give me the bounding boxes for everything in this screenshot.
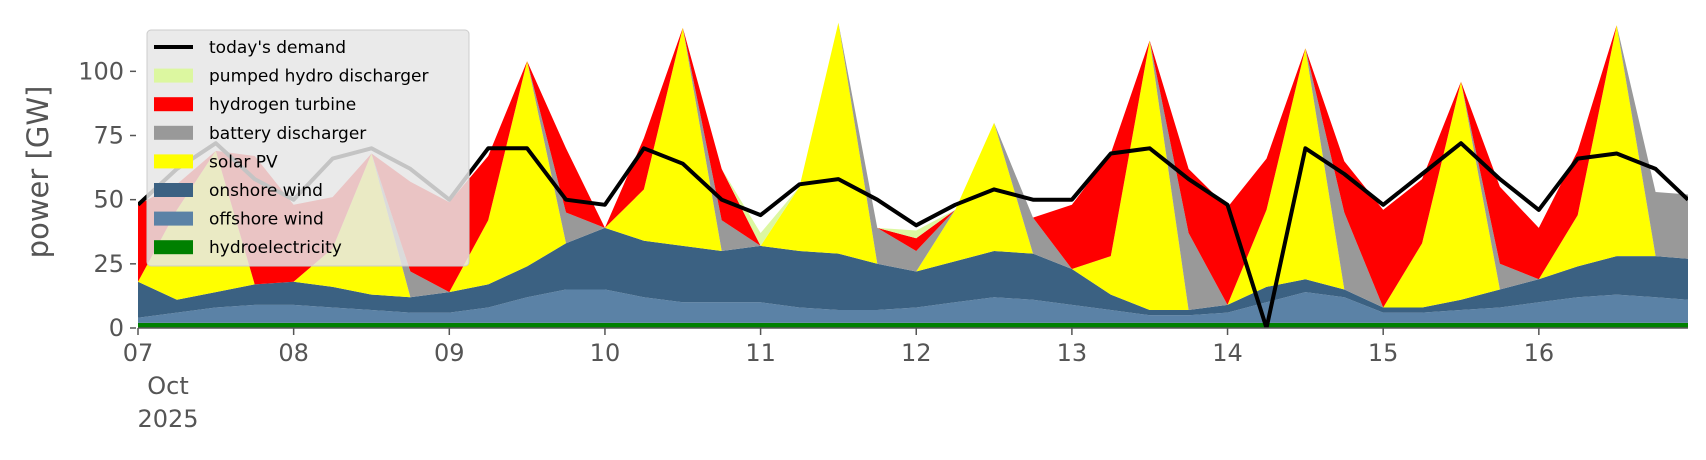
- x-tick-label: 07: [123, 339, 154, 367]
- legend-swatch-onshore-wind: [154, 183, 193, 197]
- y-axis-title: power [GW]: [21, 86, 55, 259]
- legend-swatch-solar-pv: [154, 154, 193, 169]
- legend-label-offshore-wind: offshore wind: [209, 210, 324, 230]
- area-battery-discharger: [138, 22, 1688, 310]
- legend-swatch-offshore-wind: [154, 211, 193, 226]
- area-onshore-wind: [138, 227, 1688, 318]
- y-tick-label: 0: [109, 314, 124, 342]
- x-tick-label: 12: [901, 339, 932, 367]
- y-tick-label: 50: [93, 186, 124, 214]
- legend-swatch-hydrogen-turbine: [154, 97, 193, 112]
- x-tick-label: 10: [590, 339, 621, 367]
- y-tick-label: 75: [93, 122, 124, 150]
- stacked-areas: [138, 22, 1688, 328]
- x-tick-label: 08: [278, 339, 309, 367]
- legend-label-hydrogen-turbine: hydrogen turbine: [209, 95, 356, 115]
- legend-label-battery-discharger: battery discharger: [209, 124, 366, 144]
- area-hydrogen-turbine: [138, 22, 1688, 308]
- area-offshore-wind: [138, 289, 1688, 323]
- legend-box: [146, 29, 470, 267]
- legend-label-today-s-demand: today's demand: [209, 38, 346, 58]
- y-tick-label: 25: [93, 250, 124, 278]
- x-tick-label: 16: [1524, 339, 1555, 367]
- x-tick-label: 13: [1057, 339, 1088, 367]
- legend: today's demand pumped hydro discharger hyd…: [146, 29, 470, 267]
- legend-swatch-hydroelectricity: [154, 240, 193, 255]
- x-tick-sublabel: 2025: [137, 405, 198, 433]
- legend-label-pumped-hydro-discharger: pumped hydro discharger: [209, 67, 428, 87]
- legend-swatch-pumped-hydro-discharger: [154, 68, 193, 83]
- legend-label-hydroelectricity: hydroelectricity: [209, 238, 342, 258]
- legend-label-onshore-wind: onshore wind: [209, 181, 323, 201]
- area-hydroelectricity: [138, 322, 1688, 328]
- area-solar-pv: [138, 22, 1688, 310]
- axes: 0 25 50 75 100 07 Oct 2025 08 09 10 11 12 13 14 15 16: [78, 57, 1688, 433]
- x-tick-label: 15: [1368, 339, 1399, 367]
- x-tick-label: 14: [1212, 339, 1243, 367]
- x-tick-label: 09: [434, 339, 465, 367]
- legend-swatch-battery-discharger: [154, 125, 193, 140]
- y-tick-label: 100: [78, 57, 124, 85]
- x-tick-sublabel: Oct: [147, 372, 189, 400]
- legend-label-solar-pv: solar PV: [209, 152, 278, 172]
- x-tick-label: 11: [745, 339, 776, 367]
